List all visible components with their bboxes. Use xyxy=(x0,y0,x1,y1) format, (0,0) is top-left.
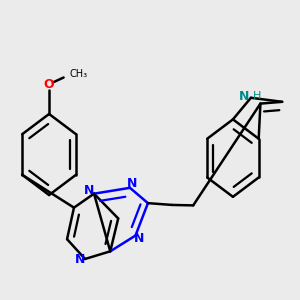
Text: O: O xyxy=(44,78,54,91)
Text: N: N xyxy=(84,184,95,197)
Text: CH₃: CH₃ xyxy=(70,69,88,79)
Text: H: H xyxy=(253,92,261,101)
Text: N: N xyxy=(134,232,144,245)
Text: N: N xyxy=(239,90,250,103)
Text: N: N xyxy=(127,177,137,190)
Text: N: N xyxy=(75,254,86,266)
